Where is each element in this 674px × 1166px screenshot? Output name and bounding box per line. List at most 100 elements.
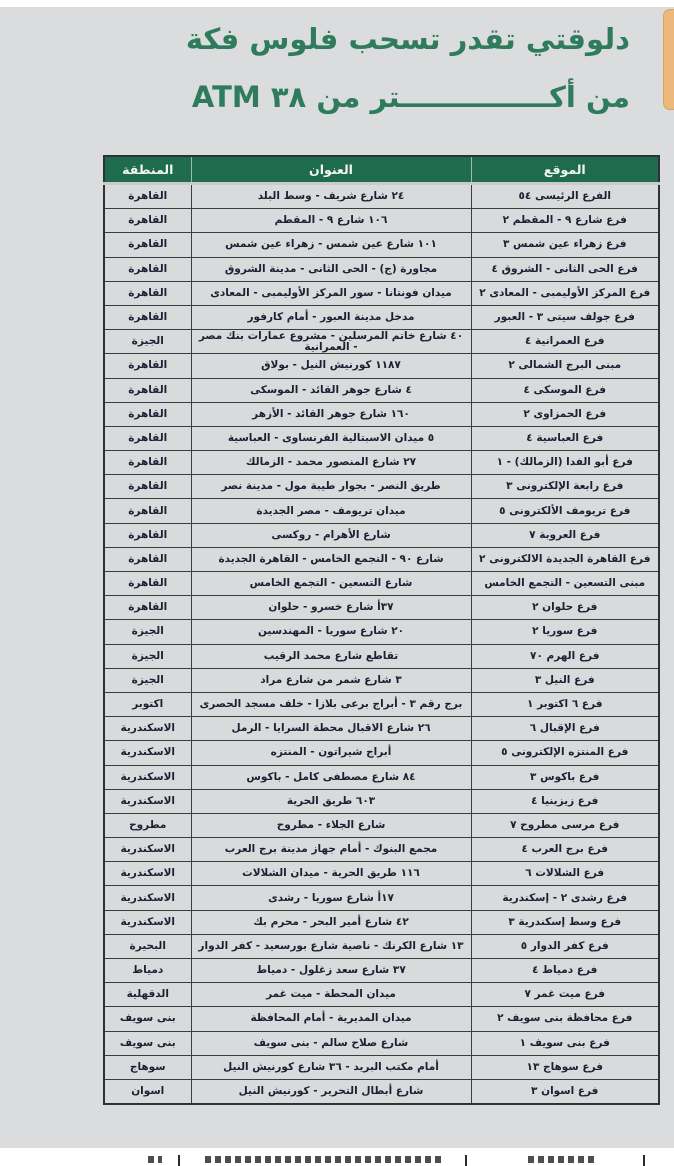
- cell-address: شارع أبطال التحرير - كورنيش النيل: [190, 1078, 472, 1105]
- cell-location: فرع سوريا ٢: [470, 619, 660, 645]
- cell-region: القاهرة: [103, 498, 192, 524]
- cell-location: فرع الإقبال ٦: [470, 716, 660, 742]
- table-row: فرع الشلالات ٦ ١١٦ طريق الحرية - ميدان ال…: [103, 861, 660, 887]
- cell-address: شارع التسعين - التجمع الخامس: [190, 570, 472, 597]
- cell-address: برج رقم ٣ - أبراج برعى بلازا - خلف مسجد …: [190, 691, 472, 718]
- cell-address: ٢٤ شارع شريف - وسط البلد: [190, 182, 472, 210]
- cell-location: فرع زيزينيا ٤: [470, 788, 660, 814]
- table-row: فرع القاهرة الجديدة الالكترونى ٢ شارع ٩٠ …: [103, 546, 660, 573]
- cell-address: ١٦٠ شارع جوهر القائد - الأزهر: [190, 401, 472, 427]
- cell-region: الاسكندرية: [103, 740, 192, 766]
- cell-address: مجاورة (ج) - الحى الثانى - مدينة الشروق: [190, 256, 472, 282]
- table-row: فرع كفر الدوار ٥ ١٣ شارع الكرنك - ناصية ش…: [103, 933, 660, 960]
- table-row: فرع دمياط ٤ ٣٧ شارع سعد زغلول - دمياط دميا…: [103, 957, 660, 984]
- cell-region: الاسكندرية: [103, 885, 192, 911]
- cell-location: فرع باكوس ٣: [470, 764, 660, 790]
- cell-address: ٢٧ شارع المنصور محمد - الزمالك: [190, 450, 472, 476]
- cell-location: فرع الشلالات ٦: [470, 861, 660, 887]
- cell-location: فرع كفر الدوار ٥: [470, 933, 660, 960]
- cell-location: فرع دمياط ٤: [470, 957, 660, 984]
- table-row: فرع اسوان ٣ شارع أبطال التحرير - كورنيش ا…: [103, 1078, 660, 1105]
- cell-region: الاسكندرية: [103, 764, 192, 790]
- cell-region: القاهرة: [103, 570, 192, 597]
- cell-location: فرع العمرانية ٤: [470, 329, 660, 355]
- table-row: فرع المنتزه الإلكترونى ٥ أبراج شيراتون - …: [103, 740, 660, 766]
- cell-region: القاهرة: [103, 232, 192, 258]
- table-row: فرع العمرانية ٤ ٤٠ شارع خاتم المرسلين - م…: [103, 329, 660, 355]
- cell-region: بنى سويف: [103, 1030, 192, 1056]
- cell-region: الاسكندرية: [103, 837, 192, 863]
- bookmark-tab-icon: [663, 9, 674, 110]
- table-row: فرع الحى الثانى - الشروق ٤ مجاورة (ج) - ا…: [103, 256, 660, 282]
- cell-region: القاهرة: [103, 450, 192, 476]
- cell-address: ٤٢ شارع أمير البحر - محرم بك: [190, 909, 472, 935]
- cell-address: ١١٨٧ كورنيش النيل - بولاق: [190, 353, 472, 379]
- cell-region: القاهرة: [103, 425, 192, 452]
- cell-region: الاسكندرية: [103, 716, 192, 742]
- table-row: فرع شارع ٩ - المقطم ٢ ١٠٦ شارع ٩ - المقطم…: [103, 208, 660, 234]
- cell-address: شارع صلاح سالم - بنى سويف: [190, 1030, 472, 1056]
- cell-address: شارع الأهرام - روكسى: [190, 522, 472, 548]
- cell-location: فرع تريومف الألكترونى ٥: [470, 498, 660, 524]
- cell-region: القاهرة: [103, 401, 192, 427]
- table-row: فرع وسط إسكندرية ٣ ٤٢ شارع أمير البحر - م…: [103, 909, 660, 935]
- cell-location: فرع بنى سويف ١: [470, 1030, 660, 1056]
- cell-address: ٤ شارع جوهر القائد - الموسكى: [190, 377, 472, 403]
- cell-address: ميدان المحطة - ميت غمر: [190, 982, 472, 1008]
- cell-region: الجيزة: [103, 667, 192, 693]
- cell-location: فرع جولف سيتى ٣ - العبور: [470, 304, 660, 331]
- table-row: فرع جولف سيتى ٣ - العبور مدخل مدينة العبو…: [103, 304, 660, 331]
- cell-location: فرع زهراء عين شمس ٣: [470, 232, 660, 258]
- table-row: فرع الهرم ٧٠ تقاطع شارع محمد الرقيب الجيزة: [103, 643, 660, 669]
- table-row: فرع سوهاج ١٣ أمام مكتب البريد - ٣٦ شارع ك…: [103, 1054, 660, 1080]
- cell-address: شارع الجلاء - مطروح: [190, 812, 472, 839]
- page-title-line1: دلوقتي تقدر تسحب فلوس فكة: [185, 22, 631, 56]
- cell-address: أبراج شيراتون - المنتزه: [190, 740, 472, 766]
- cell-address: ٣٧أ شارع خسرو - حلوان: [190, 595, 472, 621]
- table-row: فرع العروبة ٧ شارع الأهرام - روكسى القاهرة: [103, 522, 660, 548]
- cell-region: القاهرة: [103, 522, 192, 548]
- column-header-region: المنطقة: [104, 156, 191, 185]
- cell-region: البحيرة: [103, 933, 192, 960]
- cell-address: ١٠١ شارع عين شمس - زهراء عين شمس: [190, 232, 472, 258]
- cell-location: فرع المركز الأوليمبى - المعادى ٢: [470, 280, 660, 306]
- cell-region: القاهرة: [103, 256, 192, 282]
- cell-region: الجيزة: [103, 619, 192, 645]
- cutoff-next-table: [0, 1148, 674, 1166]
- cell-address: طريق النصر - بجوار طيبة مول - مدينة نصر: [190, 474, 472, 500]
- cell-location: فرع الموسكى ٤: [470, 377, 660, 403]
- cutoff-column-divider: [643, 1155, 645, 1166]
- cell-location: فرع العروبة ٧: [470, 522, 660, 548]
- page-title: دلوقتي تقدر تسحب فلوس فكة من أكـــــــــ…: [185, 22, 631, 114]
- cell-address: ١١٦ طريق الحرية - ميدان الشلالات: [190, 861, 472, 887]
- table-row: فرع المركز الأوليمبى - المعادى ٢ ميدان فو…: [103, 280, 660, 306]
- table-row: مبنى التسعين - التجمع الخامس شارع التسعين…: [103, 570, 660, 597]
- cell-location: فرع سوهاج ١٣: [470, 1054, 660, 1080]
- cell-address: ٣ شارع شمر من شارع مراد: [190, 667, 472, 693]
- cell-address: مجمع البنوك - أمام جهاز مدينة برج العرب: [190, 837, 472, 863]
- cell-location: فرع الحمزاوى ٢: [470, 401, 660, 427]
- cell-location: فرع رابعة الإلكترونى ٣: [470, 474, 660, 500]
- cell-location: فرع أبو الفدا (الزمالك) - ١: [470, 450, 660, 476]
- cell-address: أمام مكتب البريد - ٣٦ شارع كورنيش النيل: [190, 1054, 472, 1080]
- cell-location: فرع الحى الثانى - الشروق ٤: [470, 256, 660, 282]
- cell-address: ميدان المديرية - أمام المحافظة: [190, 1006, 472, 1032]
- cell-region: القاهرة: [103, 304, 192, 331]
- cell-region: اسوان: [103, 1078, 192, 1105]
- cell-location: مبنى التسعين - التجمع الخامس: [470, 570, 660, 597]
- table-row: فرع زهراء عين شمس ٣ ١٠١ شارع عين شمس - زه…: [103, 232, 660, 258]
- cell-location: فرع الهرم ٧٠: [470, 643, 660, 669]
- cell-region: بنى سويف: [103, 1006, 192, 1032]
- cell-location: فرع اسوان ٣: [470, 1078, 660, 1105]
- cell-region: القاهرة: [103, 353, 192, 379]
- cell-address: ١٧أ شارع سوريا - رشدى: [190, 885, 472, 911]
- cell-region: القاهرة: [103, 595, 192, 621]
- cell-address: مدخل مدينة العبور - أمام كارفور: [190, 304, 472, 331]
- cell-address: ٣٧ شارع سعد زغلول - دمياط: [190, 957, 472, 984]
- table-row: فرع رشدى ٢ - إسكندرية ١٧أ شارع سوريا - رش…: [103, 885, 660, 911]
- table-row: فرع الحمزاوى ٢ ١٦٠ شارع جوهر القائد - الأ…: [103, 401, 660, 427]
- cell-location: مبنى البرج الشمالى ٢: [470, 353, 660, 379]
- table-row: فرع حلوان ٢ ٣٧أ شارع خسرو - حلوان القاهرة: [103, 595, 660, 621]
